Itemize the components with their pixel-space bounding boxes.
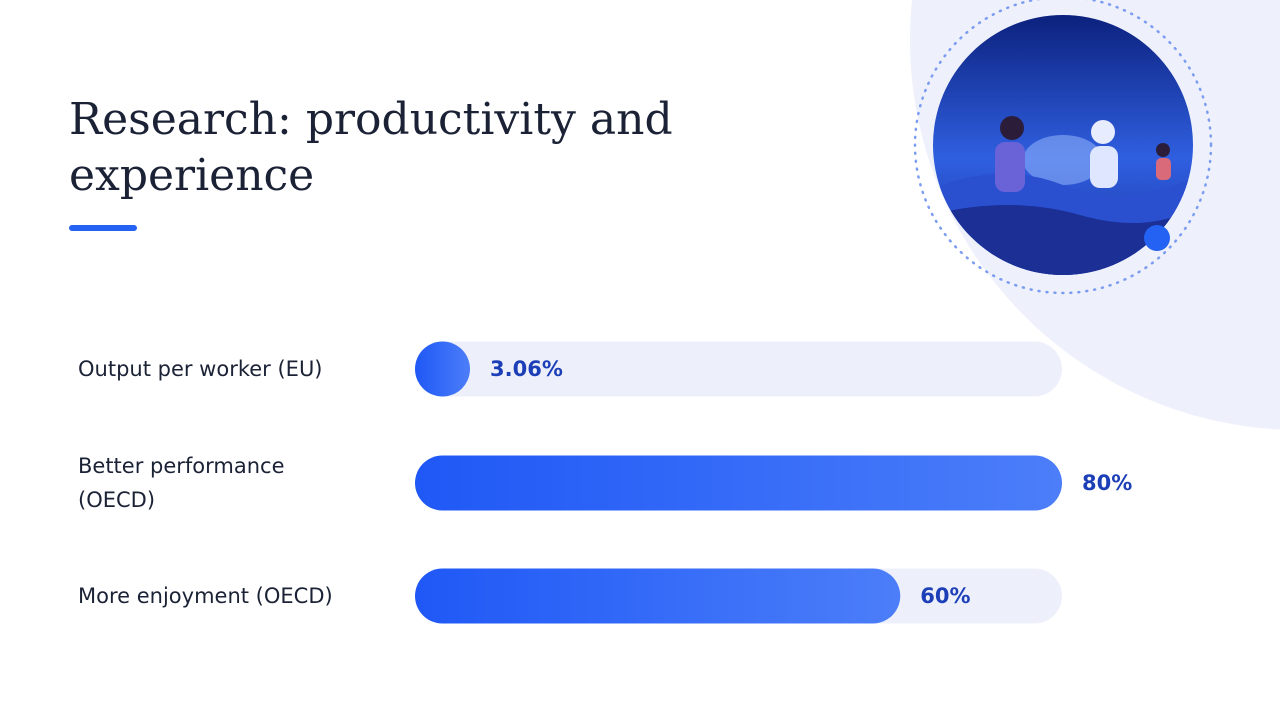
title-underline [69, 225, 137, 231]
bar [415, 455, 1062, 511]
bar-track [415, 341, 1062, 397]
category-label: Output per worker (EU) [78, 357, 323, 381]
title: Research: productivity and experience [69, 94, 673, 201]
value-label: 3.06% [490, 357, 563, 381]
category-label: More enjoyment (OECD) [78, 584, 333, 608]
bar [415, 568, 901, 624]
dotted-ring [913, 0, 1213, 295]
value-label: 80% [1082, 471, 1132, 495]
category-label: Better performance (OECD) [78, 454, 285, 512]
bar [415, 341, 470, 397]
value-label: 60% [920, 584, 970, 608]
accent-dot [1144, 225, 1170, 251]
